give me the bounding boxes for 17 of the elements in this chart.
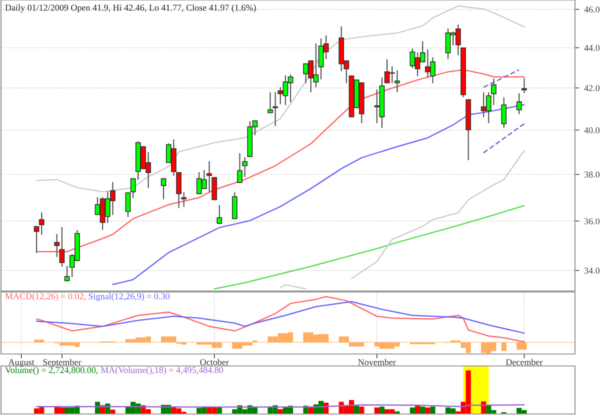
chart-title: Daily 01/12/2009 Open 41.9, Hi 42.46, Lo 41.77, Close 41.97 (1.6%) (5, 4, 256, 13)
y-tick-label: 40.0 (584, 127, 600, 134)
y-tick-label: 42.0 (584, 85, 600, 92)
y-tick-label: 44.0 (584, 44, 600, 51)
x-tick-label: August (8, 359, 34, 368)
x-tick-label: December (506, 358, 543, 366)
x-tick-label: October (200, 358, 229, 366)
y-tick-label: 38.0 (584, 171, 600, 178)
x-tick-label: November (358, 358, 396, 366)
text: MACD(12,26) = 0.02, (5, 292, 86, 302)
y-tick-label: 34.0 (584, 268, 600, 274)
x-tick-label: September (43, 358, 82, 368)
text: MA(Volume(),18) = 4,495,484.80 (100, 366, 224, 375)
series-label: Signal(12,26,9) = 0.30 (88, 292, 170, 302)
y-tick-label: 46.0 (584, 6, 600, 13)
y-tick-label: 36.0 (584, 218, 600, 224)
text: Volume() = 2,724,800.00, (5, 366, 98, 375)
